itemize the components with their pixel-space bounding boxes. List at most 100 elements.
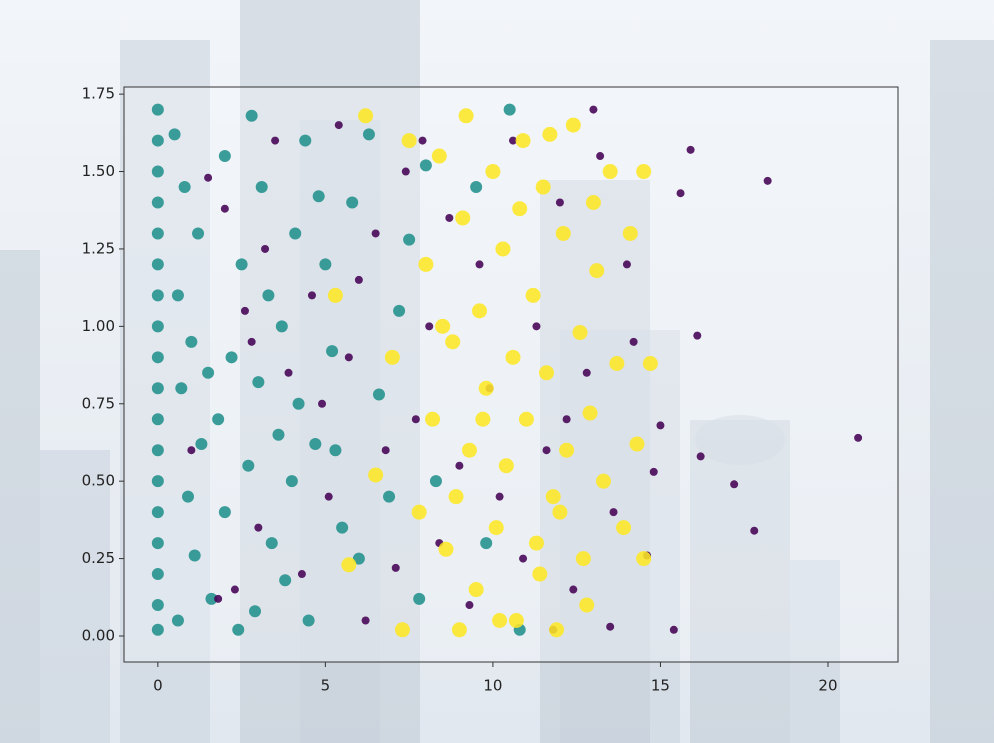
- point: [192, 227, 205, 240]
- point: [549, 622, 565, 638]
- point: [495, 241, 511, 257]
- point: [555, 198, 564, 207]
- point: [214, 594, 223, 603]
- point: [518, 411, 534, 427]
- point: [425, 411, 441, 427]
- point: [383, 490, 396, 503]
- point: [151, 623, 164, 636]
- point: [596, 152, 605, 161]
- point: [151, 320, 164, 333]
- point: [232, 623, 245, 636]
- point: [539, 365, 555, 381]
- y-tick-label: 1.75: [82, 85, 115, 103]
- plot-area: [124, 87, 898, 662]
- point: [559, 442, 575, 458]
- point: [418, 136, 427, 145]
- point: [272, 428, 285, 441]
- point: [151, 196, 164, 209]
- point: [485, 164, 501, 180]
- point: [185, 335, 198, 348]
- point: [319, 258, 332, 271]
- point: [458, 108, 474, 124]
- point: [492, 613, 508, 629]
- point: [394, 622, 410, 638]
- point: [262, 289, 275, 302]
- point: [327, 287, 343, 303]
- x-tick-label: 15: [651, 677, 670, 695]
- point: [468, 582, 484, 598]
- point: [854, 433, 863, 442]
- point: [341, 557, 357, 573]
- point: [606, 622, 615, 631]
- point: [475, 411, 491, 427]
- point: [411, 504, 427, 520]
- point: [528, 535, 544, 551]
- point: [488, 520, 504, 536]
- point: [352, 552, 365, 565]
- point: [478, 380, 494, 396]
- point: [329, 444, 342, 457]
- point: [212, 413, 225, 426]
- point: [344, 353, 353, 362]
- points: [151, 103, 863, 638]
- point: [151, 165, 164, 178]
- point: [205, 592, 218, 605]
- point: [346, 196, 359, 209]
- point: [448, 489, 464, 505]
- point: [372, 388, 385, 401]
- point: [401, 133, 417, 149]
- x-tick-label: 0: [153, 677, 163, 695]
- point: [220, 204, 229, 213]
- point: [151, 568, 164, 581]
- point: [151, 444, 164, 457]
- point: [271, 136, 280, 145]
- point: [503, 103, 516, 116]
- point: [636, 164, 652, 180]
- point: [235, 258, 248, 271]
- x-tick-label: 20: [818, 677, 837, 695]
- point: [419, 159, 432, 172]
- point: [247, 337, 256, 346]
- point: [151, 475, 164, 488]
- point: [292, 397, 305, 410]
- point: [542, 446, 551, 455]
- point: [455, 461, 464, 470]
- point: [579, 597, 595, 613]
- point: [429, 475, 442, 488]
- point: [532, 566, 548, 582]
- point: [519, 554, 528, 563]
- point: [616, 520, 632, 536]
- point: [302, 614, 315, 627]
- point: [480, 537, 493, 550]
- point: [279, 574, 292, 587]
- point: [509, 136, 518, 145]
- point: [261, 244, 270, 253]
- point: [187, 446, 196, 455]
- point: [589, 263, 605, 279]
- point: [151, 289, 164, 302]
- point: [326, 345, 339, 358]
- point: [225, 351, 238, 364]
- point: [676, 189, 685, 198]
- point: [636, 551, 652, 567]
- point: [465, 601, 474, 610]
- point: [565, 117, 581, 133]
- point: [505, 349, 521, 365]
- point: [515, 133, 531, 149]
- point: [299, 134, 312, 147]
- point: [545, 489, 561, 505]
- point: [245, 109, 258, 122]
- point: [202, 366, 215, 379]
- y-tick-label: 1.50: [82, 162, 115, 180]
- point: [585, 194, 601, 210]
- point: [696, 452, 705, 461]
- point: [249, 605, 262, 618]
- point: [656, 421, 665, 430]
- point: [555, 225, 571, 241]
- point: [151, 258, 164, 271]
- point: [175, 382, 188, 395]
- y-tick-label: 0.75: [82, 394, 115, 412]
- point: [151, 599, 164, 612]
- point: [334, 121, 343, 130]
- point: [324, 492, 333, 501]
